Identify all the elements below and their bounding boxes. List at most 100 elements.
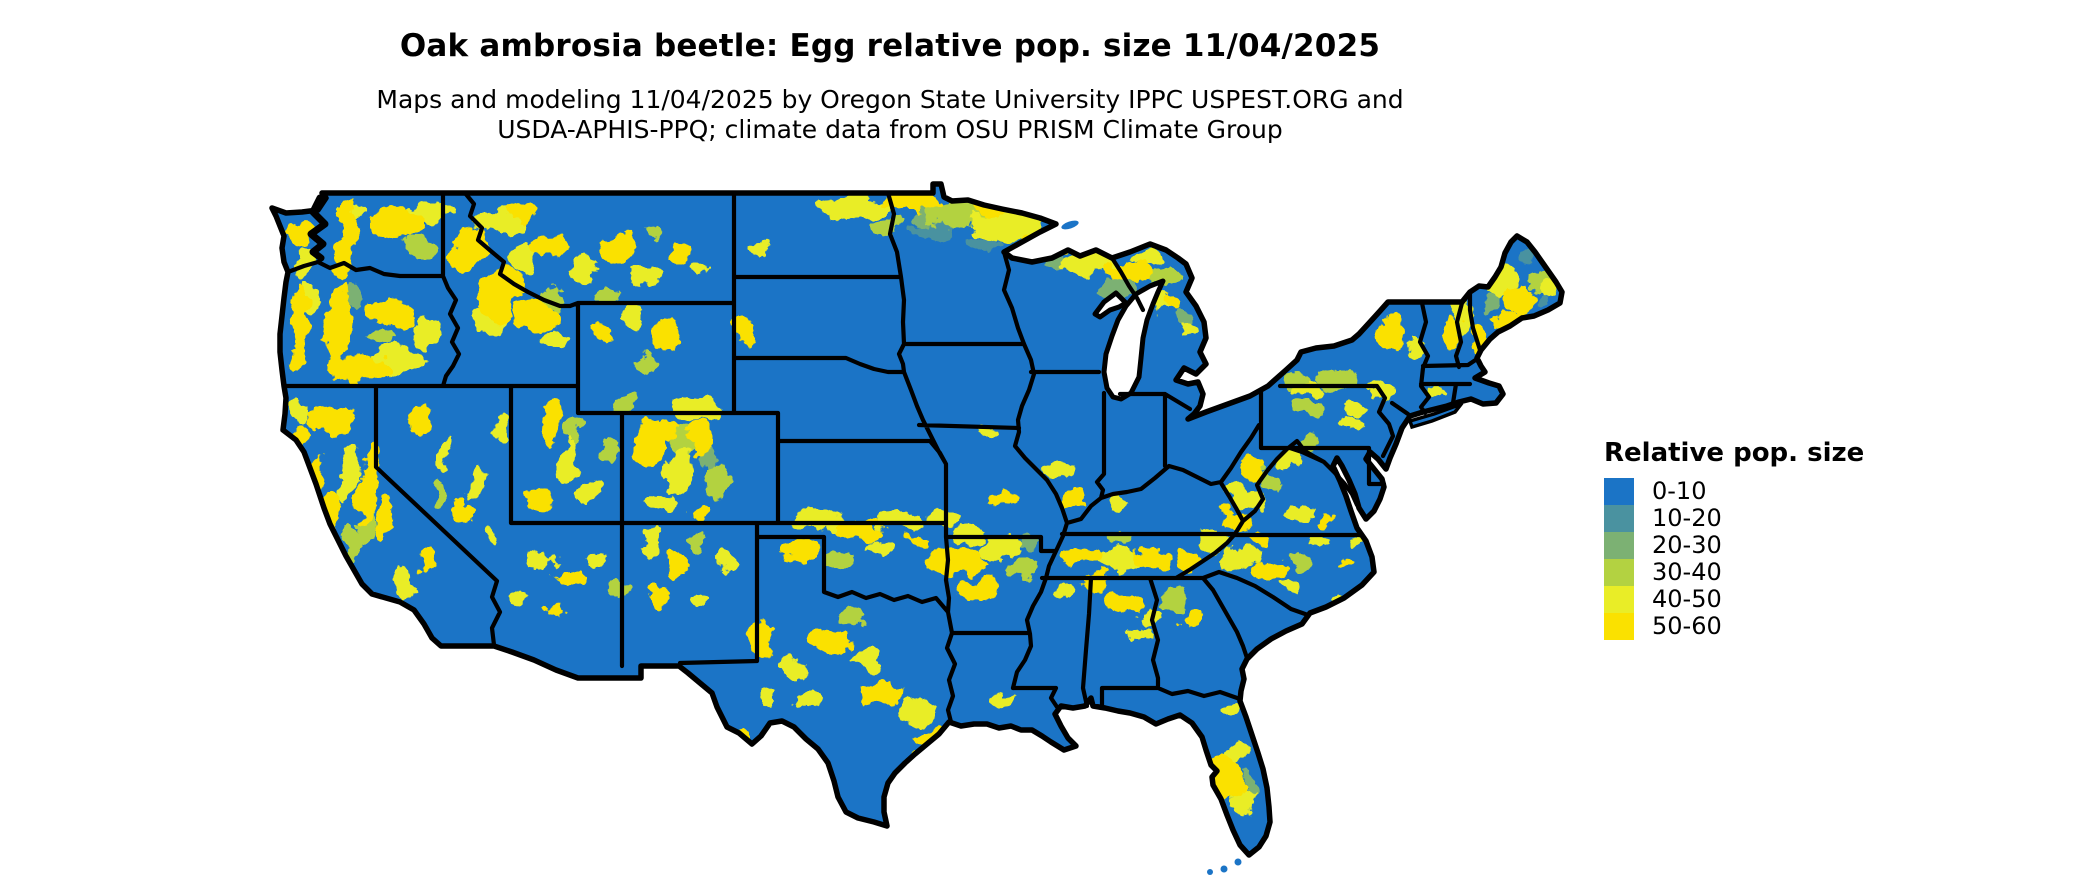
population-patch <box>1537 296 1553 308</box>
population-patch <box>524 489 556 511</box>
population-patch <box>1292 401 1328 419</box>
population-patch <box>704 467 728 493</box>
population-patch <box>588 553 612 571</box>
population-patch <box>1540 283 1556 297</box>
population-patch <box>367 296 417 328</box>
population-patch <box>578 477 602 503</box>
population-patch <box>666 244 690 260</box>
population-patch <box>952 526 984 542</box>
legend-label: 10-20 <box>1652 504 1722 532</box>
population-patch <box>1285 553 1311 567</box>
subtitle-line-2: USDA-APHIS-PPQ; climate data from OSU PR… <box>497 115 1283 144</box>
population-patch <box>1105 533 1135 547</box>
legend-swatch <box>1604 613 1634 640</box>
population-patch <box>370 328 398 348</box>
population-patch <box>1135 607 1165 625</box>
legend-row: 10-20 <box>1604 505 1864 532</box>
population-patch <box>1108 499 1128 511</box>
population-patch <box>522 551 558 569</box>
population-patch <box>392 562 416 598</box>
legend-label: 20-30 <box>1652 531 1722 559</box>
population-patch <box>566 416 582 444</box>
population-patch <box>308 407 352 433</box>
population-patch <box>960 581 1000 599</box>
legend-row: 30-40 <box>1604 559 1864 586</box>
legend-swatch <box>1604 559 1634 586</box>
population-patch <box>924 511 956 529</box>
population-patch <box>987 493 1013 507</box>
population-patch <box>880 193 940 211</box>
legend-label: 30-40 <box>1652 558 1722 586</box>
population-patch <box>1345 403 1371 417</box>
population-patch <box>330 355 390 381</box>
population-patch <box>1104 261 1152 283</box>
subtitle-line-1: Maps and modeling 11/04/2025 by Oregon S… <box>376 85 1404 114</box>
population-patch <box>1338 418 1362 430</box>
population-patch <box>635 355 661 373</box>
population-patch <box>972 209 1040 239</box>
state-borders <box>272 184 1562 855</box>
population-patch <box>634 416 666 468</box>
population-patch <box>455 499 469 525</box>
population-patch <box>667 544 685 580</box>
population-patch <box>432 476 444 504</box>
population-patch <box>798 693 818 707</box>
population-patch <box>554 571 586 589</box>
population-patch <box>993 693 1017 707</box>
population-patch <box>1307 535 1329 549</box>
population-patch <box>556 438 576 486</box>
population-patch <box>670 395 722 421</box>
population-patch <box>716 551 732 573</box>
population-patch <box>506 589 526 603</box>
population-patch <box>1220 551 1260 569</box>
lake-michigan <box>1101 278 1166 402</box>
population-patch <box>1130 551 1170 569</box>
green-bay <box>1092 290 1129 320</box>
population-patch <box>420 549 436 575</box>
population-patch <box>510 204 538 220</box>
long-island <box>1407 401 1464 430</box>
population-patch <box>640 229 664 243</box>
population-patch <box>479 264 521 320</box>
population-patch <box>1051 583 1077 597</box>
population-patch <box>635 267 661 285</box>
legend-row: 0-10 <box>1604 478 1864 505</box>
population-patch <box>612 395 636 413</box>
population-patch <box>622 305 642 331</box>
population-patch <box>1100 589 1140 611</box>
population-patch <box>778 653 802 683</box>
population-patch <box>1166 292 1182 308</box>
legend-swatch <box>1604 586 1634 613</box>
population-patch <box>860 679 904 705</box>
population-patch <box>838 613 866 627</box>
population-patch <box>850 651 882 669</box>
population-patch <box>900 699 936 721</box>
population-patch <box>690 259 710 273</box>
population-patch <box>641 526 659 558</box>
population-patch <box>750 244 770 256</box>
population-patch <box>1247 535 1269 549</box>
population-patch <box>810 629 850 651</box>
legend-row: 40-50 <box>1604 586 1864 613</box>
population-patch <box>906 534 930 546</box>
population-patch <box>374 490 394 546</box>
population-patch <box>468 462 484 502</box>
population-patch <box>690 422 714 458</box>
population-patch <box>327 286 349 378</box>
population-patch <box>585 318 615 342</box>
population-patch <box>1341 555 1355 565</box>
population-patch <box>690 505 710 519</box>
legend: Relative pop. size 0-10 10-20 20-30 30-40 40… <box>1604 438 1864 640</box>
legend-swatch <box>1604 505 1634 532</box>
population-patch <box>650 591 670 609</box>
population-patch <box>1126 627 1150 641</box>
legend-row: 20-30 <box>1604 532 1864 559</box>
population-patch <box>341 444 359 504</box>
population-patch <box>1225 483 1245 497</box>
population-patch <box>291 288 309 372</box>
legend-label: 0-10 <box>1652 477 1707 505</box>
population-patch <box>1405 343 1423 361</box>
population-patch <box>1287 503 1313 517</box>
